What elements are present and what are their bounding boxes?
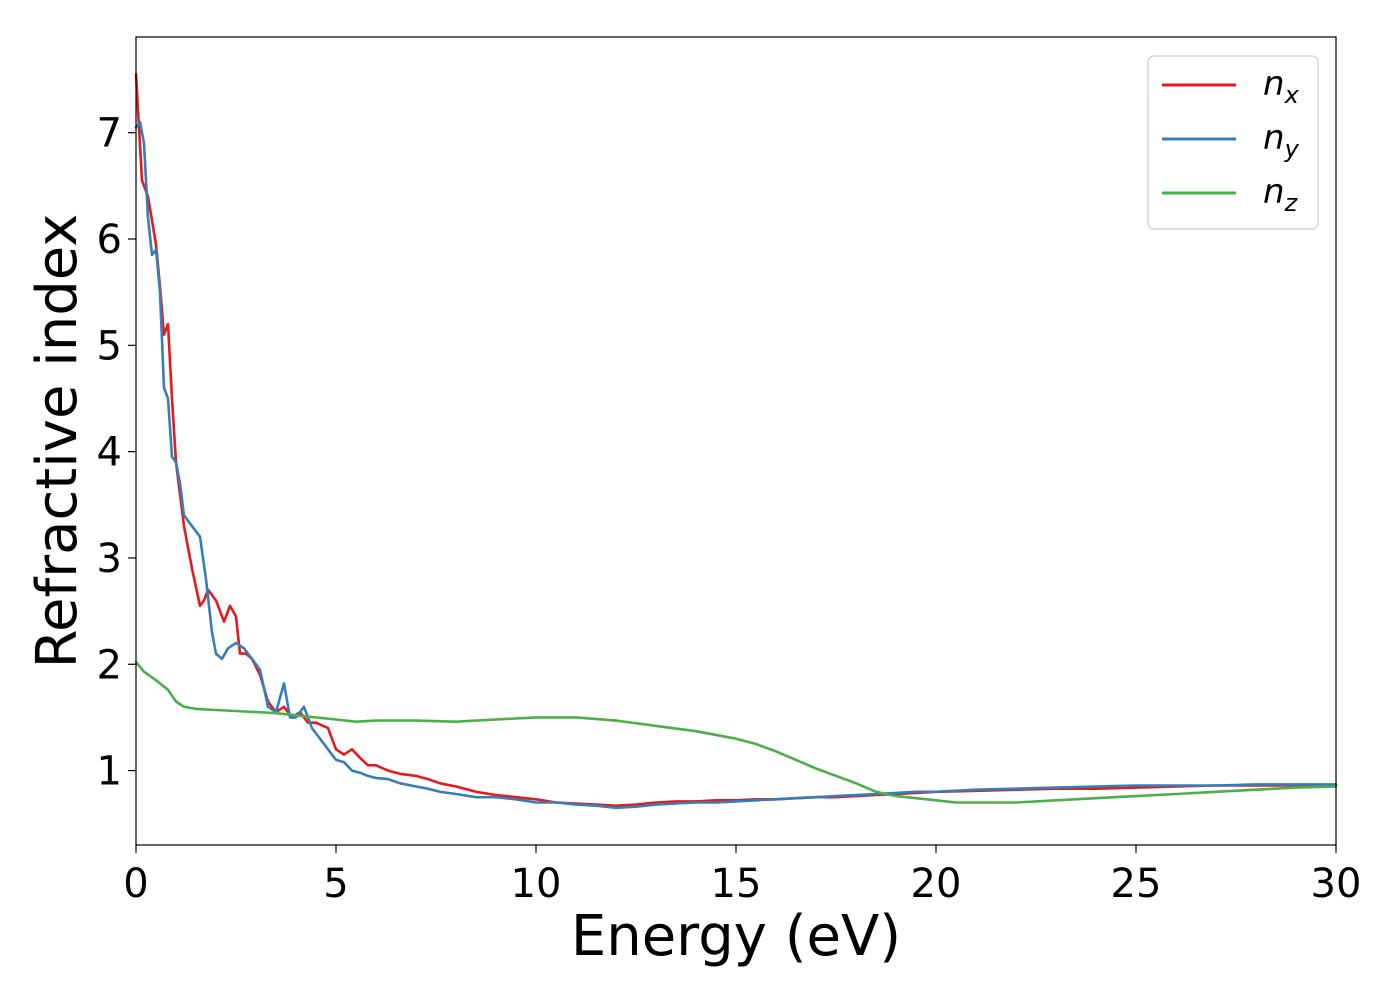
y-tick-label: 2 bbox=[97, 642, 122, 688]
x-tick-label: 20 bbox=[911, 861, 962, 907]
y-tick-label: 7 bbox=[97, 111, 122, 157]
x-tick-label: 10 bbox=[511, 861, 562, 907]
x-tick-label: 5 bbox=[323, 861, 348, 907]
legend: nx ny nz bbox=[1147, 55, 1319, 230]
legend-items: nx ny nz bbox=[1162, 64, 1300, 217]
x-tick-label: 0 bbox=[123, 861, 148, 907]
x-tick-label: 15 bbox=[711, 861, 762, 907]
legend-label-n-x: nx bbox=[1263, 64, 1300, 109]
legend-label-n-y: ny bbox=[1263, 118, 1300, 163]
y-tick-label: 5 bbox=[97, 323, 122, 369]
y-tick-label: 3 bbox=[97, 536, 122, 582]
series-line-n-y bbox=[134, 120, 1338, 810]
x-tick-label: 25 bbox=[1111, 861, 1162, 907]
y-axis-label: Refractive index bbox=[25, 214, 90, 669]
x-axis-label: Energy (eV) bbox=[571, 904, 901, 969]
legend-box bbox=[1147, 55, 1319, 230]
x-tick-label: 30 bbox=[1311, 861, 1362, 907]
y-axis-ticks: 1 2 3 4 5 6 7 bbox=[97, 111, 136, 795]
series-line-n-z bbox=[134, 660, 1338, 804]
y-tick-label: 4 bbox=[97, 430, 122, 476]
x-axis-ticks: 0 5 10 15 20 25 30 bbox=[123, 845, 1361, 907]
legend-label-n-z: nz bbox=[1263, 172, 1299, 217]
series-layer bbox=[134, 72, 1338, 810]
y-tick-label: 6 bbox=[97, 217, 122, 263]
y-tick-label: 1 bbox=[97, 749, 122, 795]
